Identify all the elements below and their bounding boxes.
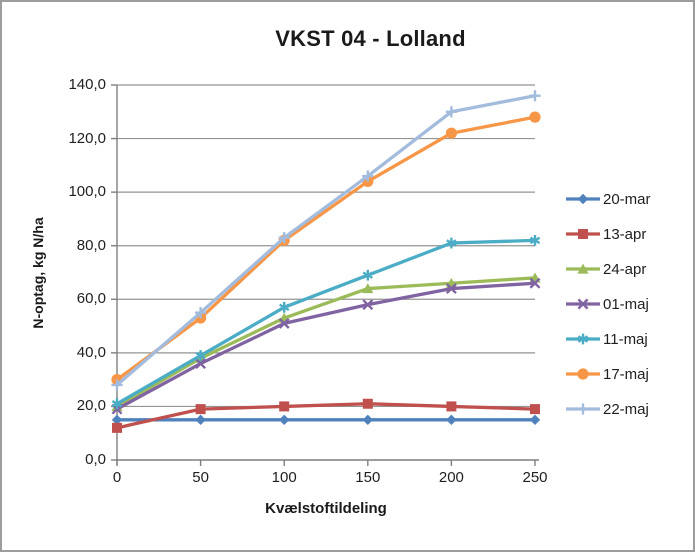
legend-marker-shape-13-apr <box>578 229 588 239</box>
series-marker-17-maj <box>445 127 457 139</box>
series-marker-20-mar <box>111 414 123 426</box>
legend-label-13-apr: 13-apr <box>603 225 647 243</box>
series-marker-20-mar <box>529 414 541 426</box>
series-marker-13-apr <box>362 398 373 409</box>
series-20-mar <box>111 414 541 426</box>
legend-label-01-maj: 01-maj <box>603 295 649 313</box>
series-marker-20-mar <box>362 414 373 426</box>
series-marker-13-apr <box>446 401 457 412</box>
x-axis-title: Kvælstoftildeling <box>265 500 387 517</box>
series-marker-01-maj <box>362 299 374 311</box>
series-marker-11-maj <box>278 303 290 312</box>
x-tick-label-200: 200 <box>438 469 464 486</box>
y-tick-label-120: 120,0 <box>68 129 106 147</box>
legend-item-24-apr: 24-apr <box>565 260 651 278</box>
series-24-apr <box>111 272 541 412</box>
series-13-apr <box>112 398 540 433</box>
series-marker-11-maj <box>446 239 457 247</box>
x-tick-label-150: 150 <box>355 469 381 486</box>
legend-marker-13-apr-icon <box>566 229 600 239</box>
series-marker-17-maj <box>529 111 541 123</box>
series-marker-01-maj <box>195 358 207 370</box>
series-marker-11-maj <box>362 271 374 279</box>
legend-marker-shape-24-apr <box>577 263 589 274</box>
legend-label-11-maj: 11-maj <box>603 330 648 348</box>
series-marker-11-maj <box>529 236 541 245</box>
y-tick-label-100: 100,0 <box>68 183 106 201</box>
y-tick-label-80: 80,0 <box>76 236 106 254</box>
chart-legend: 20-mar 13-apr 24-apr 01-maj 11-maj 17-maj 22-m… <box>565 190 651 418</box>
series-line-24-apr <box>115 276 537 409</box>
legend-marker-11-maj-icon <box>566 333 600 345</box>
legend-marker-17-maj-icon <box>566 368 600 380</box>
x-tick-label-250: 250 <box>522 469 548 486</box>
series-marker-01-maj <box>278 317 290 329</box>
legend-item-11-maj: 11-maj <box>565 330 651 348</box>
legend-label-24-apr: 24-apr <box>603 260 647 278</box>
series-line-22-maj <box>115 94 537 387</box>
y-tick-label-0: 0,0 <box>85 451 106 468</box>
series-marker-11-maj <box>195 351 206 360</box>
series-line-11-maj <box>115 238 537 406</box>
series-17-maj <box>111 111 541 386</box>
series-marker-13-apr <box>530 404 540 415</box>
series-marker-13-apr <box>279 401 290 412</box>
series-line-13-apr <box>115 402 537 430</box>
legend-item-01-maj: 01-maj <box>565 295 651 313</box>
series-marker-11-maj <box>111 400 123 408</box>
x-tick-label-50: 50 <box>192 469 209 486</box>
legend-marker-shape-20-mar <box>577 193 589 205</box>
y-tick-label-60: 60,0 <box>76 290 106 308</box>
legend-label-17-maj: 17-maj <box>603 365 649 383</box>
legend-marker-shape-11-maj <box>577 335 589 343</box>
series-marker-20-mar <box>195 414 206 426</box>
series-marker-20-mar <box>446 414 457 426</box>
legend-item-22-maj: 22-maj <box>565 400 651 418</box>
legend-item-20-mar: 20-mar <box>565 190 651 208</box>
legend-marker-20-mar-icon <box>566 193 600 205</box>
legend-item-17-maj: 17-maj <box>565 365 651 383</box>
series-22-maj <box>111 90 541 391</box>
series-line-01-maj <box>115 281 537 411</box>
series-line-17-maj <box>115 115 537 382</box>
legend-label-22-maj: 22-maj <box>603 400 649 418</box>
series-marker-20-mar <box>279 414 290 426</box>
y-tick-label-140: 140,0 <box>68 76 106 93</box>
y-tick-label-40: 40,0 <box>76 343 106 361</box>
legend-marker-shape-01-maj <box>577 298 589 310</box>
series-marker-01-maj <box>529 277 541 289</box>
series-marker-13-apr <box>195 404 206 415</box>
chart-title: VKST 04 - Lolland <box>275 26 466 51</box>
legend-marker-01-maj-icon <box>566 298 600 310</box>
series-marker-24-apr <box>362 283 374 294</box>
legend-marker-24-apr-icon <box>566 263 600 274</box>
x-tick-label-100: 100 <box>271 469 297 486</box>
series-11-maj <box>111 234 541 410</box>
y-tick-label-20: 20,0 <box>76 397 106 415</box>
legend-marker-22-maj-icon <box>566 403 600 415</box>
series-marker-13-apr <box>112 422 122 433</box>
y-axis-title: N-optag, kg N/ha <box>30 217 46 329</box>
series-marker-01-maj <box>445 283 457 295</box>
x-tick-label-0: 0 <box>112 469 122 486</box>
legend-label-20-mar: 20-mar <box>603 190 651 208</box>
legend-item-13-apr: 13-apr <box>565 225 651 243</box>
legend-marker-shape-17-maj <box>577 368 589 380</box>
